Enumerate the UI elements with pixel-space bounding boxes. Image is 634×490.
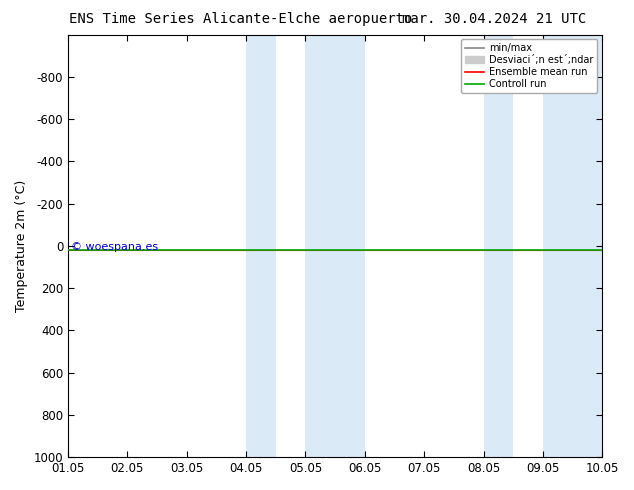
Legend: min/max, Desviaci´;n est´;ndar, Ensemble mean run, Controll run: min/max, Desviaci´;n est´;ndar, Ensemble…: [461, 40, 597, 93]
Bar: [246, 35, 276, 457]
Text: mar. 30.04.2024 21 UTC: mar. 30.04.2024 21 UTC: [403, 12, 586, 26]
Text: © woespana.es: © woespana.es: [71, 242, 158, 252]
Bar: [543, 35, 602, 457]
Bar: [484, 35, 514, 457]
Y-axis label: Temperature 2m (°C): Temperature 2m (°C): [15, 180, 28, 312]
Bar: [306, 35, 365, 457]
Text: ENS Time Series Alicante-Elche aeropuerto: ENS Time Series Alicante-Elche aeropuert…: [69, 12, 413, 26]
